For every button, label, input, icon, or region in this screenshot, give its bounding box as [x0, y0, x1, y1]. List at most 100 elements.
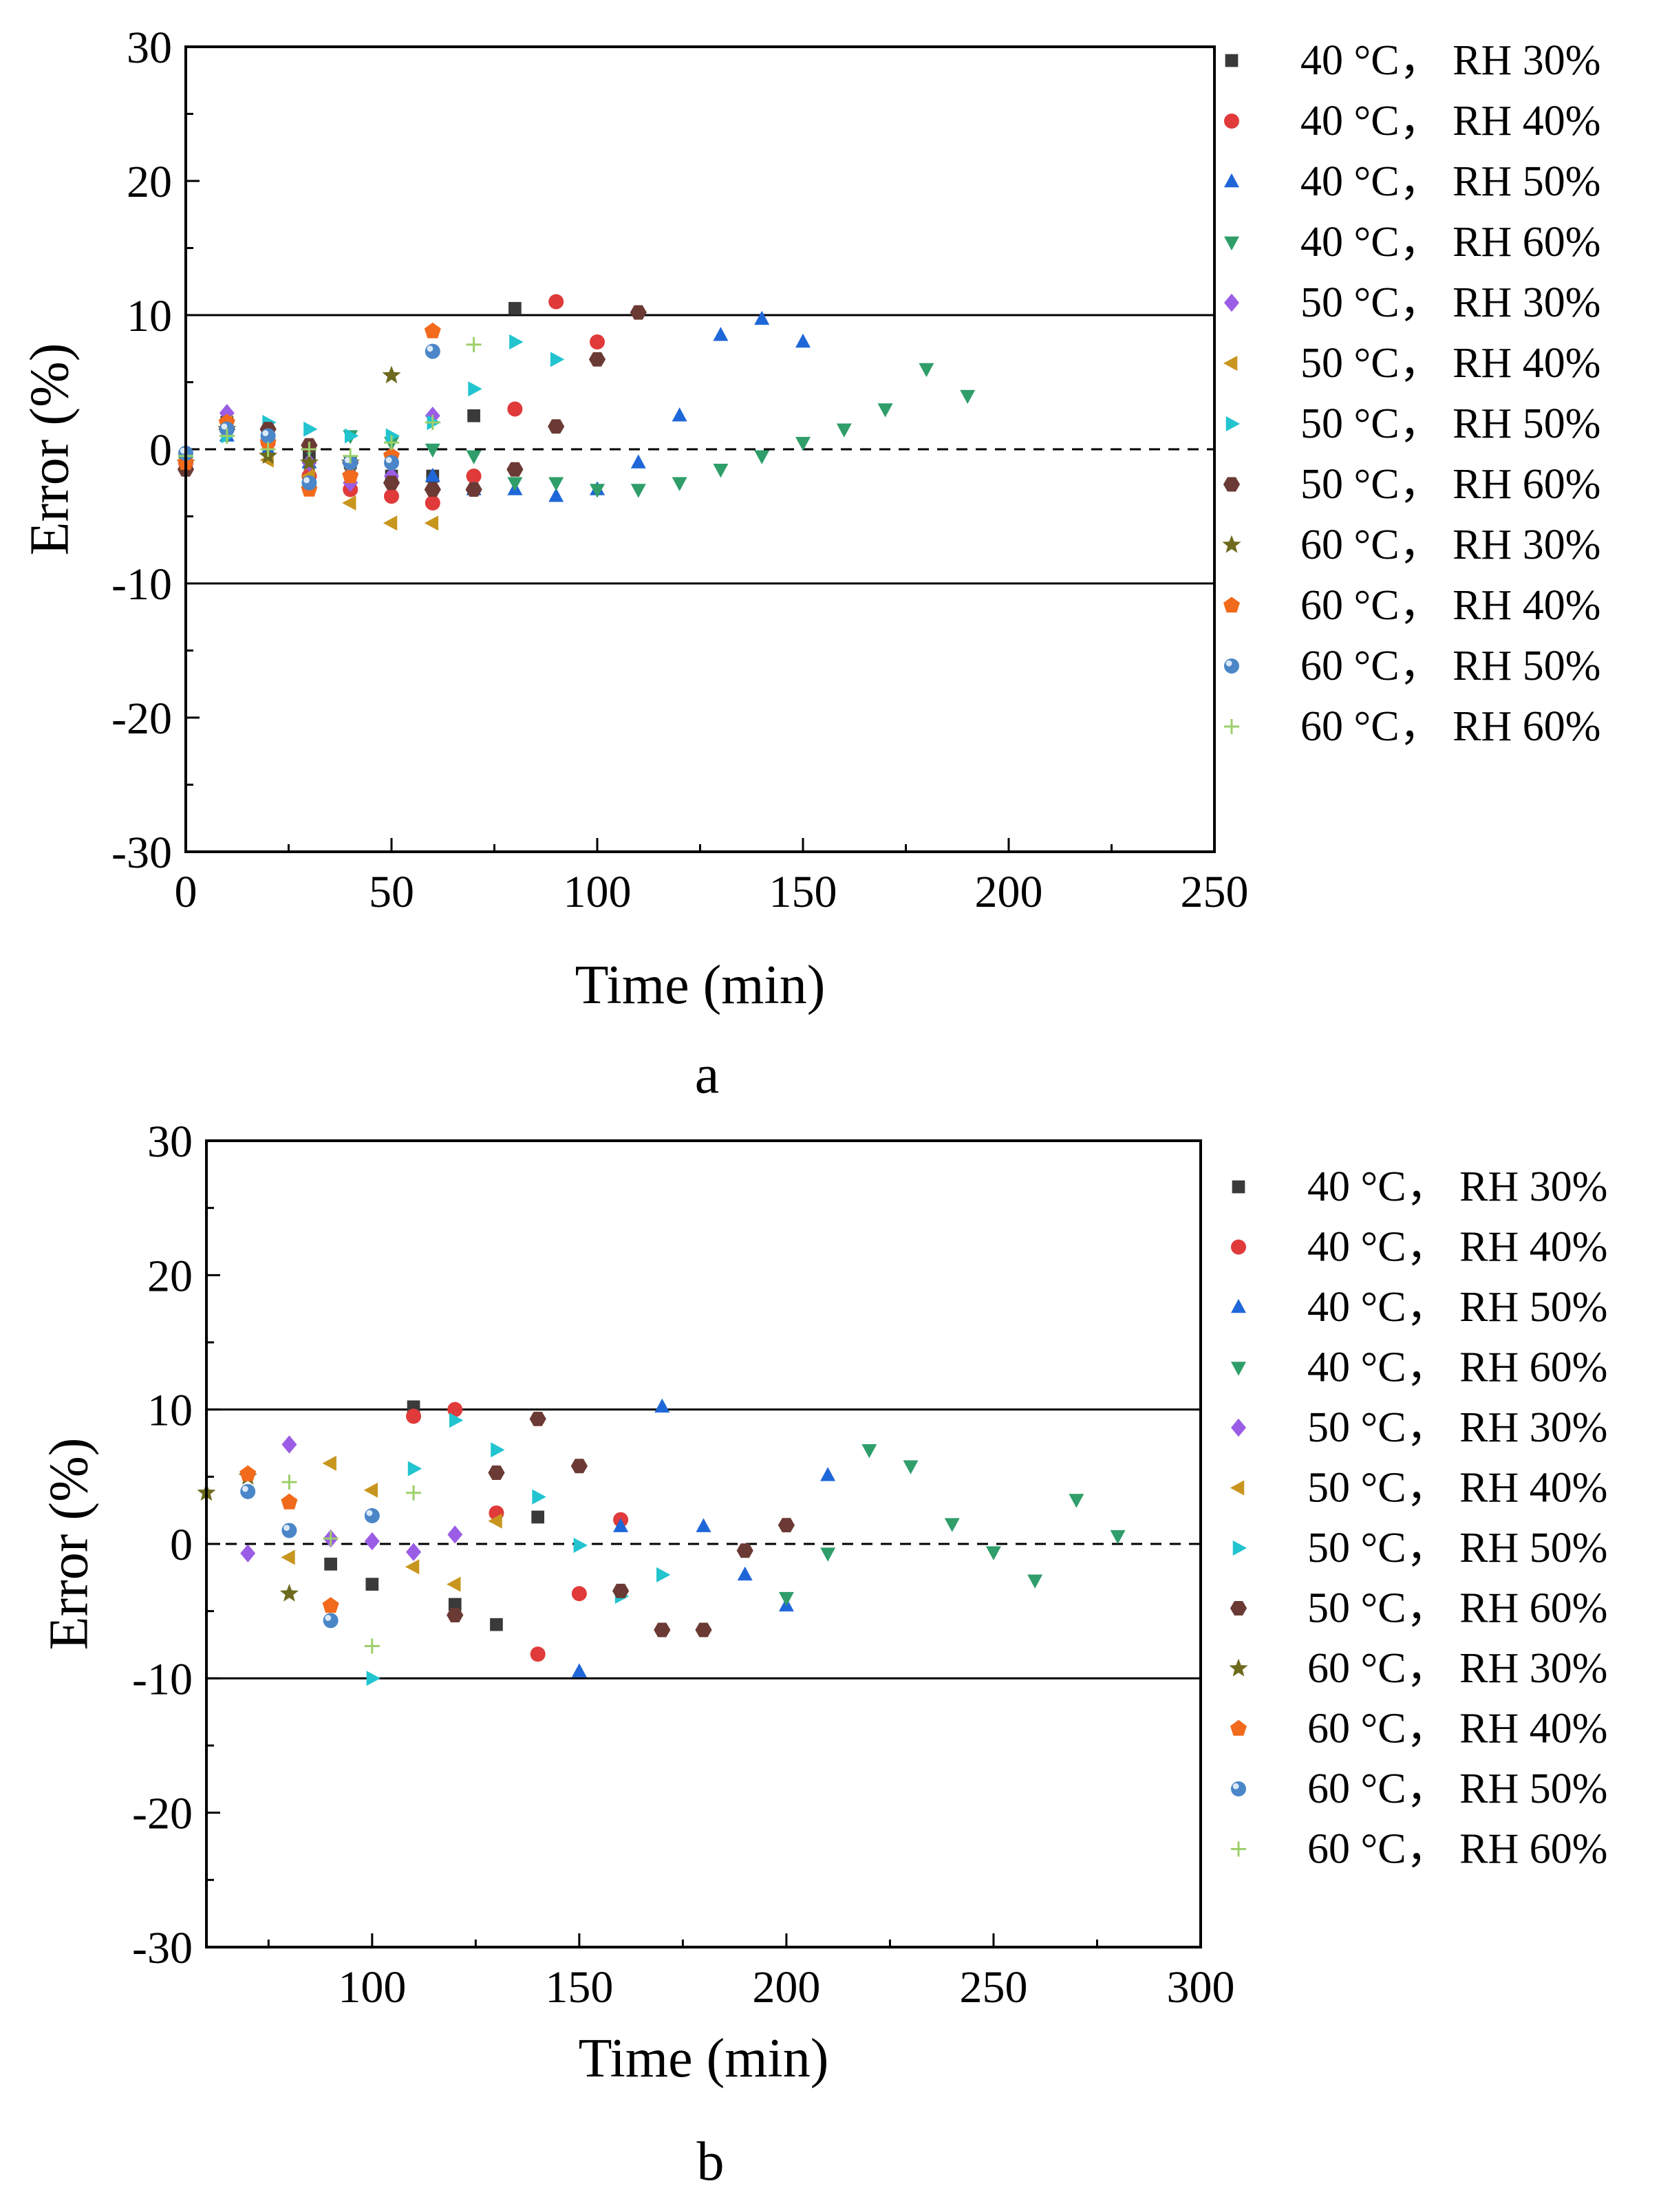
- data-point: [795, 437, 811, 451]
- legend-marker: [1223, 356, 1238, 371]
- data-point: [364, 1638, 380, 1654]
- legend-marker: [1222, 535, 1241, 553]
- data-point: [425, 443, 440, 458]
- data-point: [240, 1544, 256, 1563]
- data-point: [695, 1622, 712, 1637]
- legend-marker: [1231, 1298, 1246, 1313]
- legend-marker: [1224, 236, 1239, 251]
- data-point: [507, 401, 523, 417]
- data-series: [178, 336, 482, 464]
- data-series: [778, 1444, 1126, 1607]
- legend-item: 40 °C， RH 30%: [1232, 1163, 1607, 1210]
- marker-body: [364, 1507, 380, 1523]
- x-tick-label: 250: [1181, 867, 1249, 917]
- data-point: [342, 467, 359, 484]
- legend-marker: [1224, 658, 1239, 674]
- data-point: [630, 305, 647, 320]
- data-point: [303, 421, 318, 437]
- x-tick-label: 50: [369, 867, 414, 917]
- legend-label: 40 °C， RH 30%: [1307, 1163, 1607, 1210]
- data-series: [178, 343, 440, 491]
- data-series: [406, 1402, 629, 1662]
- y-tick-label: 20: [127, 157, 172, 207]
- legend-marker: [1225, 54, 1239, 67]
- data-series: [178, 363, 976, 498]
- data-point: [447, 1608, 464, 1622]
- data-point: [861, 1444, 877, 1459]
- marker-body: [260, 428, 276, 444]
- data-series: [180, 334, 565, 471]
- data-point: [383, 515, 398, 531]
- data-point: [424, 515, 439, 531]
- data-point: [281, 1435, 297, 1454]
- data-point: [1069, 1494, 1084, 1508]
- data-point: [713, 464, 729, 478]
- y-tick-label: -20: [111, 694, 172, 744]
- data-point: [713, 327, 729, 341]
- legend-item: 50 °C， RH 50%: [1232, 1525, 1607, 1571]
- legend-item: 50 °C， RH 60%: [1230, 1585, 1607, 1632]
- data-point: [322, 1597, 339, 1613]
- x-tick-label: 0: [175, 867, 197, 917]
- legend-label: 40 °C， RH 40%: [1300, 98, 1600, 144]
- x-tick-label: 150: [769, 867, 837, 917]
- data-point: [820, 1467, 836, 1481]
- data-point: [240, 1483, 256, 1499]
- legend-label: 40 °C， RH 50%: [1307, 1284, 1607, 1331]
- data-point: [425, 467, 440, 482]
- data-point: [323, 1531, 339, 1547]
- y-tick-label: 30: [127, 23, 172, 73]
- legend-item: 60 °C， RH 60%: [1224, 703, 1600, 750]
- legend-label: 40 °C， RH 40%: [1307, 1224, 1607, 1271]
- data-point: [1110, 1530, 1126, 1545]
- data-point: [447, 1576, 461, 1592]
- legend-item: 50 °C， RH 60%: [1223, 461, 1600, 508]
- data-point: [281, 1493, 298, 1510]
- data-series: [178, 310, 811, 502]
- data-point: [590, 484, 605, 498]
- data-point: [260, 428, 276, 444]
- marker-highlight: [221, 423, 228, 430]
- data-point: [383, 475, 400, 491]
- legend-item: 40 °C， RH 60%: [1224, 219, 1600, 266]
- data-point: [219, 404, 235, 422]
- marker-body: [384, 455, 399, 471]
- y-tick-label: 30: [147, 1117, 193, 1167]
- data-point: [548, 294, 564, 310]
- data-point: [488, 1513, 502, 1529]
- marker-highlight: [385, 457, 392, 464]
- y-tick-label: 0: [149, 425, 172, 475]
- chart-panel-b: 100 150 200 250 300 -30 -20 -10 0 10 20 30 Time (min…: [39, 1117, 1607, 2192]
- data-series: [281, 1474, 422, 1654]
- data-point: [281, 1523, 297, 1538]
- y-tick-label: -20: [132, 1789, 193, 1839]
- legend-item: 40 °C， RH 40%: [1224, 98, 1600, 144]
- data-point: [529, 1411, 546, 1426]
- data-point: [405, 1559, 420, 1575]
- legend-marker: [1229, 1658, 1248, 1677]
- legend-label: 60 °C， RH 60%: [1300, 703, 1600, 750]
- legend-item: 40 °C， RH 40%: [1231, 1224, 1607, 1271]
- legend-label: 50 °C， RH 30%: [1307, 1404, 1607, 1451]
- data-series: [324, 1400, 545, 1631]
- data-point: [573, 1537, 588, 1553]
- data-point: [466, 469, 482, 484]
- data-point: [365, 1578, 379, 1591]
- data-series: [176, 365, 401, 471]
- data-point: [944, 1518, 960, 1532]
- legend-item: 50 °C， RH 50%: [1225, 400, 1600, 447]
- data-point: [491, 1442, 505, 1458]
- data-point: [736, 1543, 753, 1558]
- data-point: [467, 409, 480, 422]
- data-point: [449, 1413, 464, 1428]
- data-point: [490, 1618, 503, 1631]
- data-point: [778, 1518, 795, 1533]
- data-point: [281, 1549, 295, 1565]
- marker-highlight: [427, 345, 433, 352]
- legend-label: 60 °C， RH 30%: [1307, 1645, 1607, 1692]
- data-series: [281, 1455, 502, 1592]
- data-point: [919, 363, 934, 378]
- legend-item: 50 °C， RH 30%: [1231, 1404, 1607, 1451]
- legend-marker: [1223, 477, 1241, 492]
